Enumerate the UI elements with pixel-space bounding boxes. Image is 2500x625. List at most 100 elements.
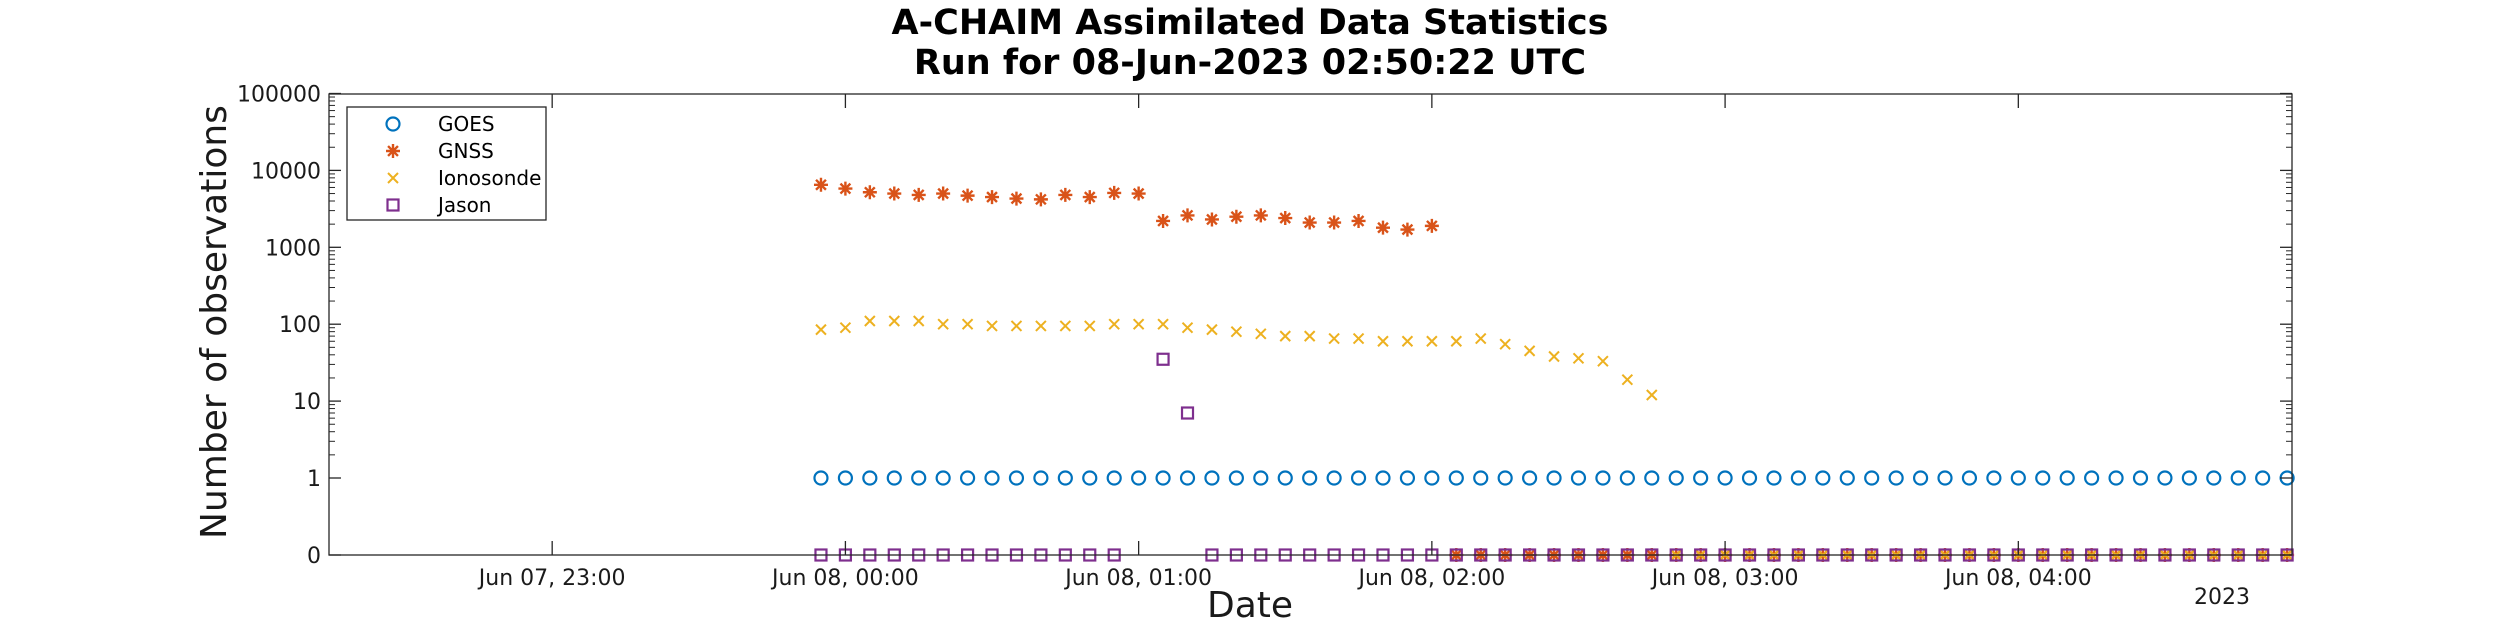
data-point-ionosonde — [888, 315, 900, 327]
data-point-ionosonde — [1303, 330, 1316, 342]
data-point-goes — [2108, 470, 2124, 486]
data-point-goes — [1912, 470, 1929, 486]
data-point-goes — [2181, 470, 2197, 486]
data-point-goes — [1741, 470, 1758, 486]
data-point-ionosonde — [1010, 320, 1023, 332]
data-point-ionosonde — [1572, 352, 1585, 365]
data-point-goes — [1131, 470, 1147, 486]
data-point-gnss — [838, 181, 853, 196]
data-point-goes — [2132, 470, 2149, 486]
data-point-goes — [1619, 470, 1635, 486]
data-point-goes — [1888, 470, 1904, 486]
y-tick-label: 1000 — [265, 236, 321, 261]
data-point-goes — [935, 470, 951, 486]
data-point-gnss — [1156, 213, 1171, 228]
data-point-goes — [1522, 470, 1538, 486]
data-point-ionosonde — [1352, 332, 1365, 345]
data-point-ionosonde — [1597, 355, 1609, 367]
data-point-goes — [1204, 470, 1220, 486]
data-point-ionosonde — [1108, 318, 1120, 330]
axes: 0 1 10 100 1000 10000 100000 Jun 07, 23:00 Jun 0… — [237, 83, 2293, 591]
legend-label-gnss: GNSS — [438, 139, 494, 163]
x-tick-label: Jun 08, 02:00 — [1356, 566, 1505, 591]
data-point-ionosonde — [913, 315, 925, 327]
data-point-goes — [1717, 470, 1733, 486]
data-point-gnss — [936, 186, 951, 201]
data-point-gnss — [985, 190, 1000, 205]
data-point-goes — [1106, 470, 1122, 486]
data-point-ionosonde — [1401, 335, 1414, 347]
data-point-gnss — [1229, 209, 1244, 224]
data-point-gnss — [1009, 191, 1024, 206]
x-tick-label: Jun 08, 03:00 — [1650, 566, 1799, 591]
legend-marker-ionosonde — [387, 172, 399, 184]
data-point-goes — [1864, 470, 1880, 486]
plot-frame-fill — [329, 94, 2292, 555]
data-point-ionosonde — [1548, 350, 1560, 363]
data-point-ionosonde — [1523, 345, 1536, 357]
data-point-gnss — [1180, 208, 1195, 223]
legend-label-jason: Jason — [436, 193, 492, 217]
data-point-ionosonde — [1279, 330, 1291, 342]
data-point-goes — [1008, 470, 1025, 486]
data-point-goes — [1350, 470, 1367, 486]
data-point-goes — [1302, 470, 1318, 486]
y-axis-label: Number of observations — [194, 105, 235, 539]
data-point-gnss — [1278, 211, 1293, 226]
data-point-goes — [862, 470, 878, 486]
data-point-goes — [1839, 470, 1855, 486]
data-point-gnss — [1082, 190, 1097, 205]
x-tick-label: Jun 08, 00:00 — [770, 566, 919, 591]
y-tick-label: 10 — [293, 390, 321, 415]
data-point-gnss — [1204, 212, 1219, 227]
data-point-goes — [1228, 470, 1244, 486]
data-point-ionosonde — [1157, 318, 1169, 330]
data-point-goes — [813, 470, 829, 486]
legend-label-goes: GOES — [438, 112, 495, 136]
data-point-goes — [1253, 470, 1269, 486]
data-point-goes — [1815, 470, 1831, 486]
data-point-ionosonde — [937, 318, 949, 330]
data-point-goes — [2010, 470, 2026, 486]
data-point-goes — [959, 470, 976, 486]
data-point-goes — [1644, 470, 1660, 486]
data-point-ionosonde — [1230, 325, 1243, 338]
legend-marker-jason — [386, 198, 400, 212]
legend-box — [346, 106, 547, 221]
x-tick-label: Jun 08, 04:00 — [1943, 566, 2092, 591]
y-tick-label: 100 — [279, 313, 321, 338]
data-point-ionosonde — [1059, 320, 1072, 332]
chart-title: A-CHAIM Assimilated Data Statistics — [892, 3, 1609, 43]
data-point-goes — [1179, 470, 1196, 486]
x-axis-label: Date — [1207, 585, 1293, 625]
data-point-goes — [1155, 470, 1171, 486]
data-point-ionosonde — [864, 315, 876, 327]
data-point-ionosonde — [1255, 328, 1267, 340]
plot-area — [329, 94, 2292, 555]
data-point-ionosonde — [1499, 338, 1511, 350]
data-point-goes — [1986, 470, 2002, 486]
data-point-gnss — [887, 186, 902, 201]
y-tick-label: 100000 — [237, 83, 321, 108]
x-tick-label: Jun 07, 23:00 — [477, 566, 626, 591]
data-point-gnss — [1327, 215, 1342, 230]
data-point-goes — [984, 470, 1000, 486]
data-point-goes — [1570, 470, 1587, 486]
data-point-gnss — [1058, 187, 1073, 202]
data-point-ionosonde — [1646, 389, 1658, 401]
data-point-ionosonde — [1377, 335, 1389, 347]
data-point-goes — [1473, 470, 1489, 486]
data-point-goes — [1057, 470, 1073, 486]
data-point-goes — [1497, 470, 1513, 486]
data-point-ionosonde — [986, 320, 998, 332]
data-point-gnss — [1253, 208, 1268, 223]
data-point-goes — [886, 470, 902, 486]
data-point-ionosonde — [1181, 322, 1194, 334]
legend-marker-gnss — [386, 144, 400, 158]
data-point-goes — [1766, 470, 1782, 486]
data-point-goes — [837, 470, 854, 486]
data-point-goes — [1375, 470, 1391, 486]
data-point-goes — [1790, 470, 1806, 486]
data-point-gnss — [960, 188, 975, 203]
data-point-ionosonde — [839, 322, 852, 334]
